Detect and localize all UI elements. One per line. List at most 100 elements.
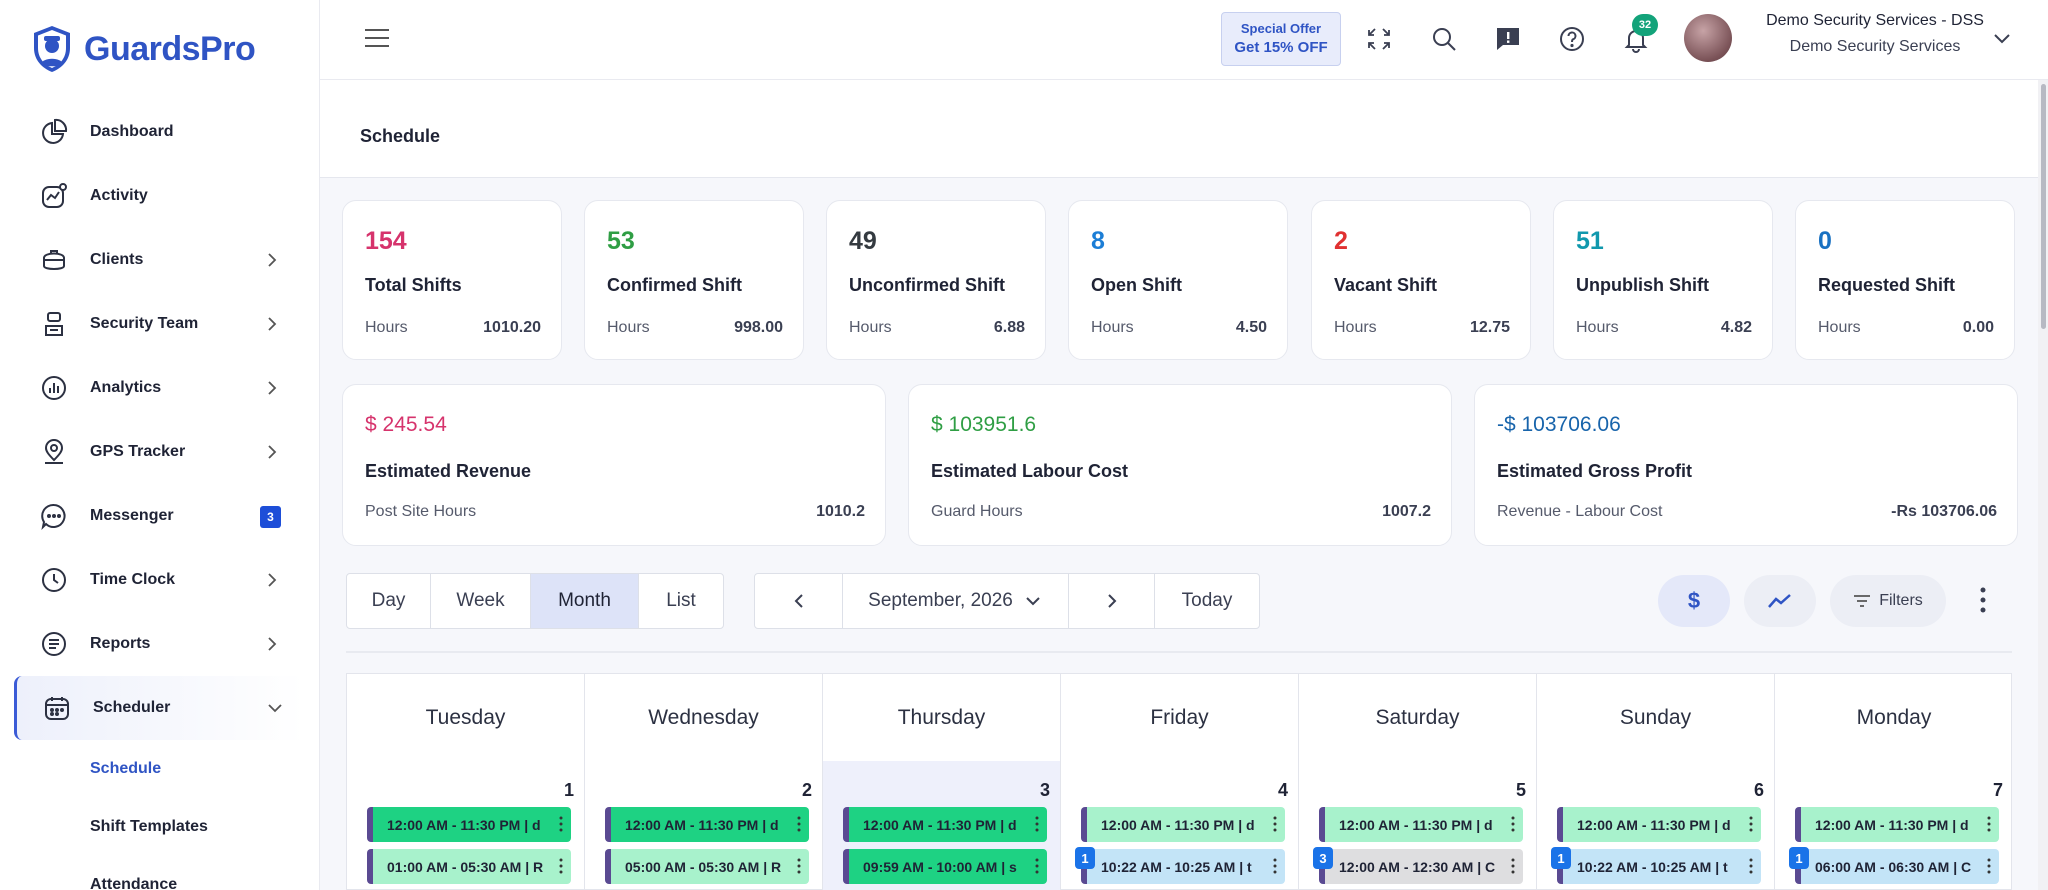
shift-menu-icon[interactable] xyxy=(559,816,563,832)
shift-event[interactable]: 05:00 AM - 05:30 AM | R xyxy=(605,849,809,884)
view-switcher: Day Week Month List xyxy=(346,573,724,629)
shift-menu-icon[interactable] xyxy=(1035,816,1039,832)
filters-button[interactable]: Filters xyxy=(1830,575,1946,627)
sidebar-item-security-team[interactable]: Security Team xyxy=(0,292,320,356)
trend-view-button[interactable] xyxy=(1744,575,1816,627)
scrollbar-thumb[interactable] xyxy=(2041,84,2046,329)
next-period-button[interactable] xyxy=(1069,574,1155,628)
sidebar-item-time-clock[interactable]: Time Clock xyxy=(0,548,320,612)
stat-card-vacant-shift[interactable]: 2 Vacant Shift Hours 12.75 xyxy=(1311,200,1531,360)
fullscreen-icon[interactable] xyxy=(1364,24,1394,54)
labour-cost-amount: $ 103951.6 xyxy=(931,413,1037,436)
sidebar-item-dashboard[interactable]: Dashboard xyxy=(0,100,320,164)
shift-event[interactable]: 01:00 AM - 05:30 AM | R xyxy=(367,849,571,884)
stat-label: Total Shifts xyxy=(365,275,462,295)
sidebar-subitem-attendance[interactable]: Attendance xyxy=(90,876,178,890)
stat-hours-label: Hours xyxy=(1576,319,1619,336)
sidebar-item-label: Dashboard xyxy=(90,123,174,140)
more-options-icon[interactable] xyxy=(1977,586,1989,614)
sidebar-item-analytics[interactable]: Analytics xyxy=(0,356,320,420)
sidebar-item-scheduler[interactable]: Scheduler xyxy=(14,676,304,740)
account-organization: Demo Security Services xyxy=(1789,38,1961,55)
search-icon[interactable] xyxy=(1429,24,1459,54)
sidebar-item-label: Analytics xyxy=(90,379,162,396)
shift-event[interactable]: 12:00 AM - 11:30 PM | d xyxy=(1557,807,1761,842)
shift-event[interactable]: 12:00 AM - 11:30 PM | d xyxy=(1319,807,1523,842)
sidebar-item-activity[interactable]: Activity xyxy=(0,164,320,228)
shift-event[interactable]: 12:00 AM - 11:30 PM | d xyxy=(1081,807,1285,842)
shift-event[interactable]: 12:00 AM - 11:30 PM | d xyxy=(367,807,571,842)
shift-event[interactable]: 12:00 AM - 11:30 PM | d xyxy=(605,807,809,842)
tab-list[interactable]: List xyxy=(666,590,696,611)
day-number: 3 xyxy=(1039,780,1050,800)
feedback-icon[interactable] xyxy=(1493,24,1523,54)
sidebar-subitem-schedule[interactable]: Schedule xyxy=(90,760,162,777)
card-sub-value: -Rs 103706.06 xyxy=(1891,503,1997,520)
shift-event[interactable]: 12:00 AM - 11:30 PM | d xyxy=(1795,807,1999,842)
sidebar-item-messenger[interactable]: Messenger 3 xyxy=(0,484,320,548)
chat-bubble-icon xyxy=(38,500,70,532)
shift-label: 12:00 AM - 11:30 PM | d xyxy=(1339,816,1493,833)
sidebar-item-reports[interactable]: Reports xyxy=(0,612,320,676)
shift-menu-icon[interactable] xyxy=(797,816,801,832)
weekday-header: Tuesday xyxy=(425,706,506,729)
shift-menu-icon[interactable] xyxy=(559,858,563,874)
shift-menu-icon[interactable] xyxy=(1987,858,1991,874)
account-name[interactable]: Demo Security Services - DSS xyxy=(1766,12,1984,29)
shift-menu-icon[interactable] xyxy=(1273,858,1277,874)
stat-hours-label: Hours xyxy=(607,319,650,336)
estimated-gross-profit-card: -$ 103706.06 Estimated Gross Profit Reve… xyxy=(1474,384,2018,546)
stat-card-total-shifts[interactable]: 154 Total Shifts Hours 1010.20 xyxy=(342,200,562,360)
page-title: Schedule xyxy=(360,126,441,146)
sidebar: GuardsPro Dashboard Activity Clients xyxy=(0,0,320,890)
special-offer-button[interactable]: Special Offer Get 15% OFF xyxy=(1221,12,1341,66)
brand-logo[interactable]: GuardsPro xyxy=(30,24,256,74)
estimated-revenue-card: $ 245.54 Estimated Revenue Post Site Hou… xyxy=(342,384,886,546)
tab-week[interactable]: Week xyxy=(431,574,531,628)
hamburger-menu-icon[interactable] xyxy=(364,27,390,49)
scrollbar-track[interactable] xyxy=(2038,80,2048,890)
today-button[interactable]: Today xyxy=(1181,590,1233,611)
sidebar-item-gps-tracker[interactable]: GPS Tracker xyxy=(0,420,320,484)
stat-card-unconfirmed-shift[interactable]: 49 Unconfirmed Shift Hours 6.88 xyxy=(826,200,1046,360)
shift-menu-icon[interactable] xyxy=(1035,858,1039,874)
calendar-day-column-today: Thursday 3 12:00 AM - 11:30 PM | d 09:59… xyxy=(823,674,1061,890)
stat-hours-value: 998.00 xyxy=(734,319,783,336)
shift-event[interactable]: 10:22 AM - 10:25 AM | t xyxy=(1557,849,1761,884)
avatar[interactable] xyxy=(1684,14,1732,62)
period-select[interactable]: September, 2026 xyxy=(843,574,1069,628)
shift-menu-icon[interactable] xyxy=(1511,816,1515,832)
shift-event[interactable]: 12:00 AM - 12:30 AM | C xyxy=(1319,849,1523,884)
shift-event[interactable]: 12:00 AM - 11:30 PM | d xyxy=(843,807,1047,842)
sidebar-item-clients[interactable]: Clients xyxy=(0,228,320,292)
shift-event[interactable]: 10:22 AM - 10:25 AM | t xyxy=(1081,849,1285,884)
previous-period-button[interactable] xyxy=(755,574,843,628)
shift-menu-icon[interactable] xyxy=(1987,816,1991,832)
shift-menu-icon[interactable] xyxy=(1749,816,1753,832)
stat-card-open-shift[interactable]: 8 Open Shift Hours 4.50 xyxy=(1068,200,1288,360)
calendar-day-column: Tuesday 1 12:00 AM - 11:30 PM | d 01:00 … xyxy=(347,674,585,890)
help-icon[interactable] xyxy=(1557,24,1587,54)
day-number: 6 xyxy=(1753,780,1764,800)
sidebar-subitem-shift-templates[interactable]: Shift Templates xyxy=(90,818,208,835)
shift-menu-icon[interactable] xyxy=(1273,816,1277,832)
revenue-view-button[interactable]: $ xyxy=(1658,575,1730,627)
tab-month[interactable]: Month xyxy=(531,574,639,628)
shift-label: 12:00 AM - 11:30 PM | d xyxy=(863,816,1017,833)
stat-label: Requested Shift xyxy=(1818,275,1956,295)
stat-card-unpublish-shift[interactable]: 51 Unpublish Shift Hours 4.82 xyxy=(1553,200,1773,360)
calendar-day-column: Wednesday 2 12:00 AM - 11:30 PM | d 05:0… xyxy=(585,674,823,890)
clock-icon xyxy=(38,564,70,596)
stat-card-requested-shift[interactable]: 0 Requested Shift Hours 0.00 xyxy=(1795,200,2015,360)
shift-event[interactable]: 09:59 AM - 10:00 AM | s xyxy=(843,849,1047,884)
shift-event[interactable]: 06:00 AM - 06:30 AM | C xyxy=(1795,849,1999,884)
offer-title: Special Offer xyxy=(1240,21,1322,36)
shift-menu-icon[interactable] xyxy=(1749,858,1753,874)
tab-day[interactable]: Day xyxy=(347,574,431,628)
day-number: 4 xyxy=(1277,780,1288,800)
weekday-header: Friday xyxy=(1150,706,1209,729)
shift-menu-icon[interactable] xyxy=(797,858,801,874)
stat-card-confirmed-shift[interactable]: 53 Confirmed Shift Hours 998.00 xyxy=(584,200,804,360)
shift-menu-icon[interactable] xyxy=(1511,858,1515,874)
chevron-down-icon[interactable] xyxy=(1992,32,2012,46)
